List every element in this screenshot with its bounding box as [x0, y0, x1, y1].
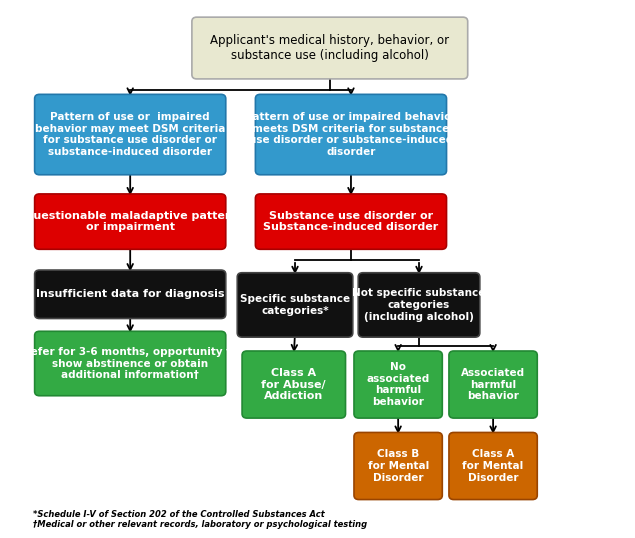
FancyBboxPatch shape: [255, 194, 446, 249]
Text: Class A
for Mental
Disorder: Class A for Mental Disorder: [462, 449, 524, 483]
Text: Pattern of use or  impaired
behavior may meet DSM criteria
for substance use dis: Pattern of use or impaired behavior may …: [35, 112, 225, 157]
FancyBboxPatch shape: [449, 351, 537, 418]
FancyBboxPatch shape: [449, 433, 537, 500]
Text: Class B
for Mental
Disorder: Class B for Mental Disorder: [368, 449, 429, 483]
FancyBboxPatch shape: [192, 17, 468, 79]
FancyBboxPatch shape: [35, 94, 226, 175]
Text: *Schedule I-V of Section 202 of the Controlled Substances Act
†Medical or other : *Schedule I-V of Section 202 of the Cont…: [34, 509, 368, 529]
Text: Questionable maladaptive patters
or impairment: Questionable maladaptive patters or impa…: [23, 211, 237, 232]
FancyBboxPatch shape: [237, 273, 353, 337]
FancyBboxPatch shape: [354, 351, 443, 418]
Text: Specific substance
categories*: Specific substance categories*: [240, 294, 350, 316]
Text: No
associated
harmful
behavior: No associated harmful behavior: [366, 362, 430, 407]
Text: Applicant's medical history, behavior, or
substance use (including alcohol): Applicant's medical history, behavior, o…: [210, 34, 450, 62]
Text: Class A
for Abuse/
Addiction: Class A for Abuse/ Addiction: [262, 368, 326, 401]
FancyBboxPatch shape: [255, 94, 446, 175]
Text: Not specific substance
categories
(including alcohol): Not specific substance categories (inclu…: [352, 288, 486, 322]
Text: Defer for 3-6 months, opportunity to
show abstinence or obtain
additional inform: Defer for 3-6 months, opportunity to sho…: [22, 347, 238, 380]
Text: Insufficient data for diagnosis: Insufficient data for diagnosis: [36, 289, 224, 299]
Text: Pattern of use or impaired behavior
meets DSM criteria for substance
use disorde: Pattern of use or impaired behavior meet…: [245, 112, 457, 157]
FancyBboxPatch shape: [354, 433, 443, 500]
FancyBboxPatch shape: [358, 273, 480, 337]
FancyBboxPatch shape: [35, 194, 226, 249]
Text: Associated
harmful
behavior: Associated harmful behavior: [461, 368, 525, 401]
Text: Substance use disorder or
Substance-induced disorder: Substance use disorder or Substance-indu…: [264, 211, 439, 232]
FancyBboxPatch shape: [35, 270, 226, 318]
FancyBboxPatch shape: [35, 331, 226, 396]
FancyBboxPatch shape: [242, 351, 345, 418]
